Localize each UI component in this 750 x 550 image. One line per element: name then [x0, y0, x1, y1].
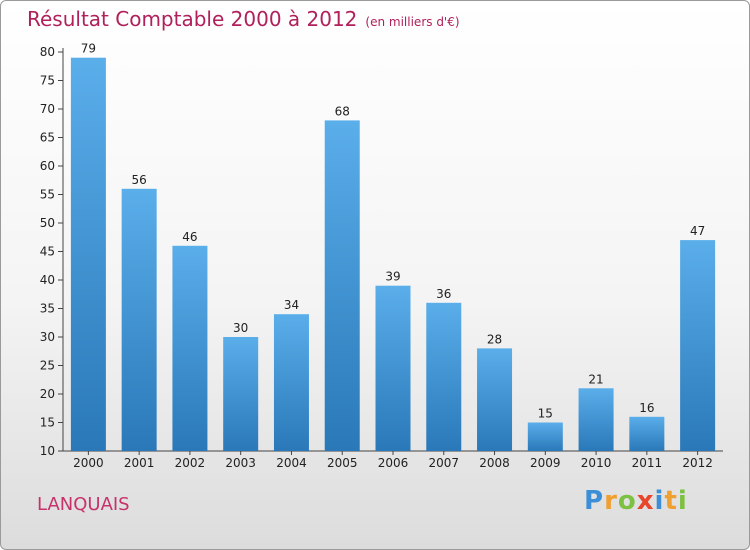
y-tick-label: 20: [40, 387, 55, 401]
bar-2010: [578, 388, 614, 451]
bar-2006: [375, 285, 411, 451]
bar-2008: [477, 348, 513, 451]
value-label-2004: 34: [284, 298, 299, 312]
bar-2000: [70, 57, 106, 451]
bar-2001: [121, 188, 157, 452]
value-label-2001: 56: [132, 173, 147, 187]
y-tick-label: 30: [40, 330, 55, 344]
y-tick-label: 40: [40, 273, 55, 287]
chart-subtitle: (en milliers d'€): [365, 15, 460, 29]
value-label-2003: 30: [233, 321, 248, 335]
bar-2009: [527, 422, 563, 451]
value-label-2012: 47: [690, 224, 705, 238]
bar-2004: [273, 314, 309, 451]
y-tick-label: 45: [40, 245, 55, 259]
chart-value-labels: 79 56 46 30 34 68 39 36 28 15 21 16 47: [81, 42, 706, 421]
bar-2003: [223, 337, 259, 451]
bar-2012: [680, 240, 716, 451]
value-label-2006: 39: [385, 270, 400, 284]
value-label-2005: 68: [335, 104, 350, 118]
chart-axes: 10 15 20 25 30 35 40 45 50 55 60 65 70 75 80 2000 2001 20…: [40, 45, 723, 470]
x-tick-label-2001: 2001: [124, 456, 155, 470]
value-label-2008: 28: [487, 332, 502, 346]
chart-title: Résultat Comptable 2000 à 2012: [27, 7, 358, 31]
y-tick-label: 60: [40, 159, 55, 173]
x-tick-label-2006: 2006: [378, 456, 409, 470]
commune-name: LANQUAIS: [37, 494, 130, 515]
y-tick-label: 50: [40, 216, 55, 230]
x-tick-label-2002: 2002: [175, 456, 206, 470]
y-tick-label: 65: [40, 131, 55, 145]
bar-2011: [629, 416, 665, 451]
x-tick-label-2000: 2000: [73, 456, 104, 470]
bar-2007: [426, 302, 462, 451]
y-tick-label: 70: [40, 102, 55, 116]
y-tick-label: 55: [40, 188, 55, 202]
x-tick-label-2009: 2009: [530, 456, 561, 470]
y-tick-label: 35: [40, 302, 55, 316]
y-tick-label: 10: [40, 444, 55, 458]
chart-bars: [70, 57, 716, 452]
x-tick-label-2012: 2012: [682, 456, 713, 470]
x-tick-label-2007: 2007: [428, 456, 459, 470]
value-label-2002: 46: [182, 230, 197, 244]
x-tick-label-2004: 2004: [276, 456, 307, 470]
proxiti-logo: Proxiti: [584, 486, 688, 516]
x-tick-label-2008: 2008: [479, 456, 510, 470]
value-label-2011: 16: [639, 401, 654, 415]
y-tick-label: 15: [40, 416, 55, 430]
y-tick-label: 25: [40, 359, 55, 373]
bar-2002: [172, 245, 208, 451]
y-tick-label: 75: [40, 74, 55, 88]
x-tick-label-2010: 2010: [581, 456, 612, 470]
x-tick-label-2011: 2011: [632, 456, 663, 470]
bar-2005: [324, 120, 360, 452]
value-label-2000: 79: [81, 42, 96, 56]
y-tick-label: 80: [40, 45, 55, 59]
x-tick-label-2003: 2003: [225, 456, 256, 470]
x-tick-label-2005: 2005: [327, 456, 358, 470]
value-label-2007: 36: [436, 287, 451, 301]
value-label-2009: 15: [538, 407, 553, 421]
chart-title-block: Résultat Comptable 2000 à 2012 (en millie…: [27, 7, 460, 31]
value-label-2010: 21: [588, 372, 603, 386]
